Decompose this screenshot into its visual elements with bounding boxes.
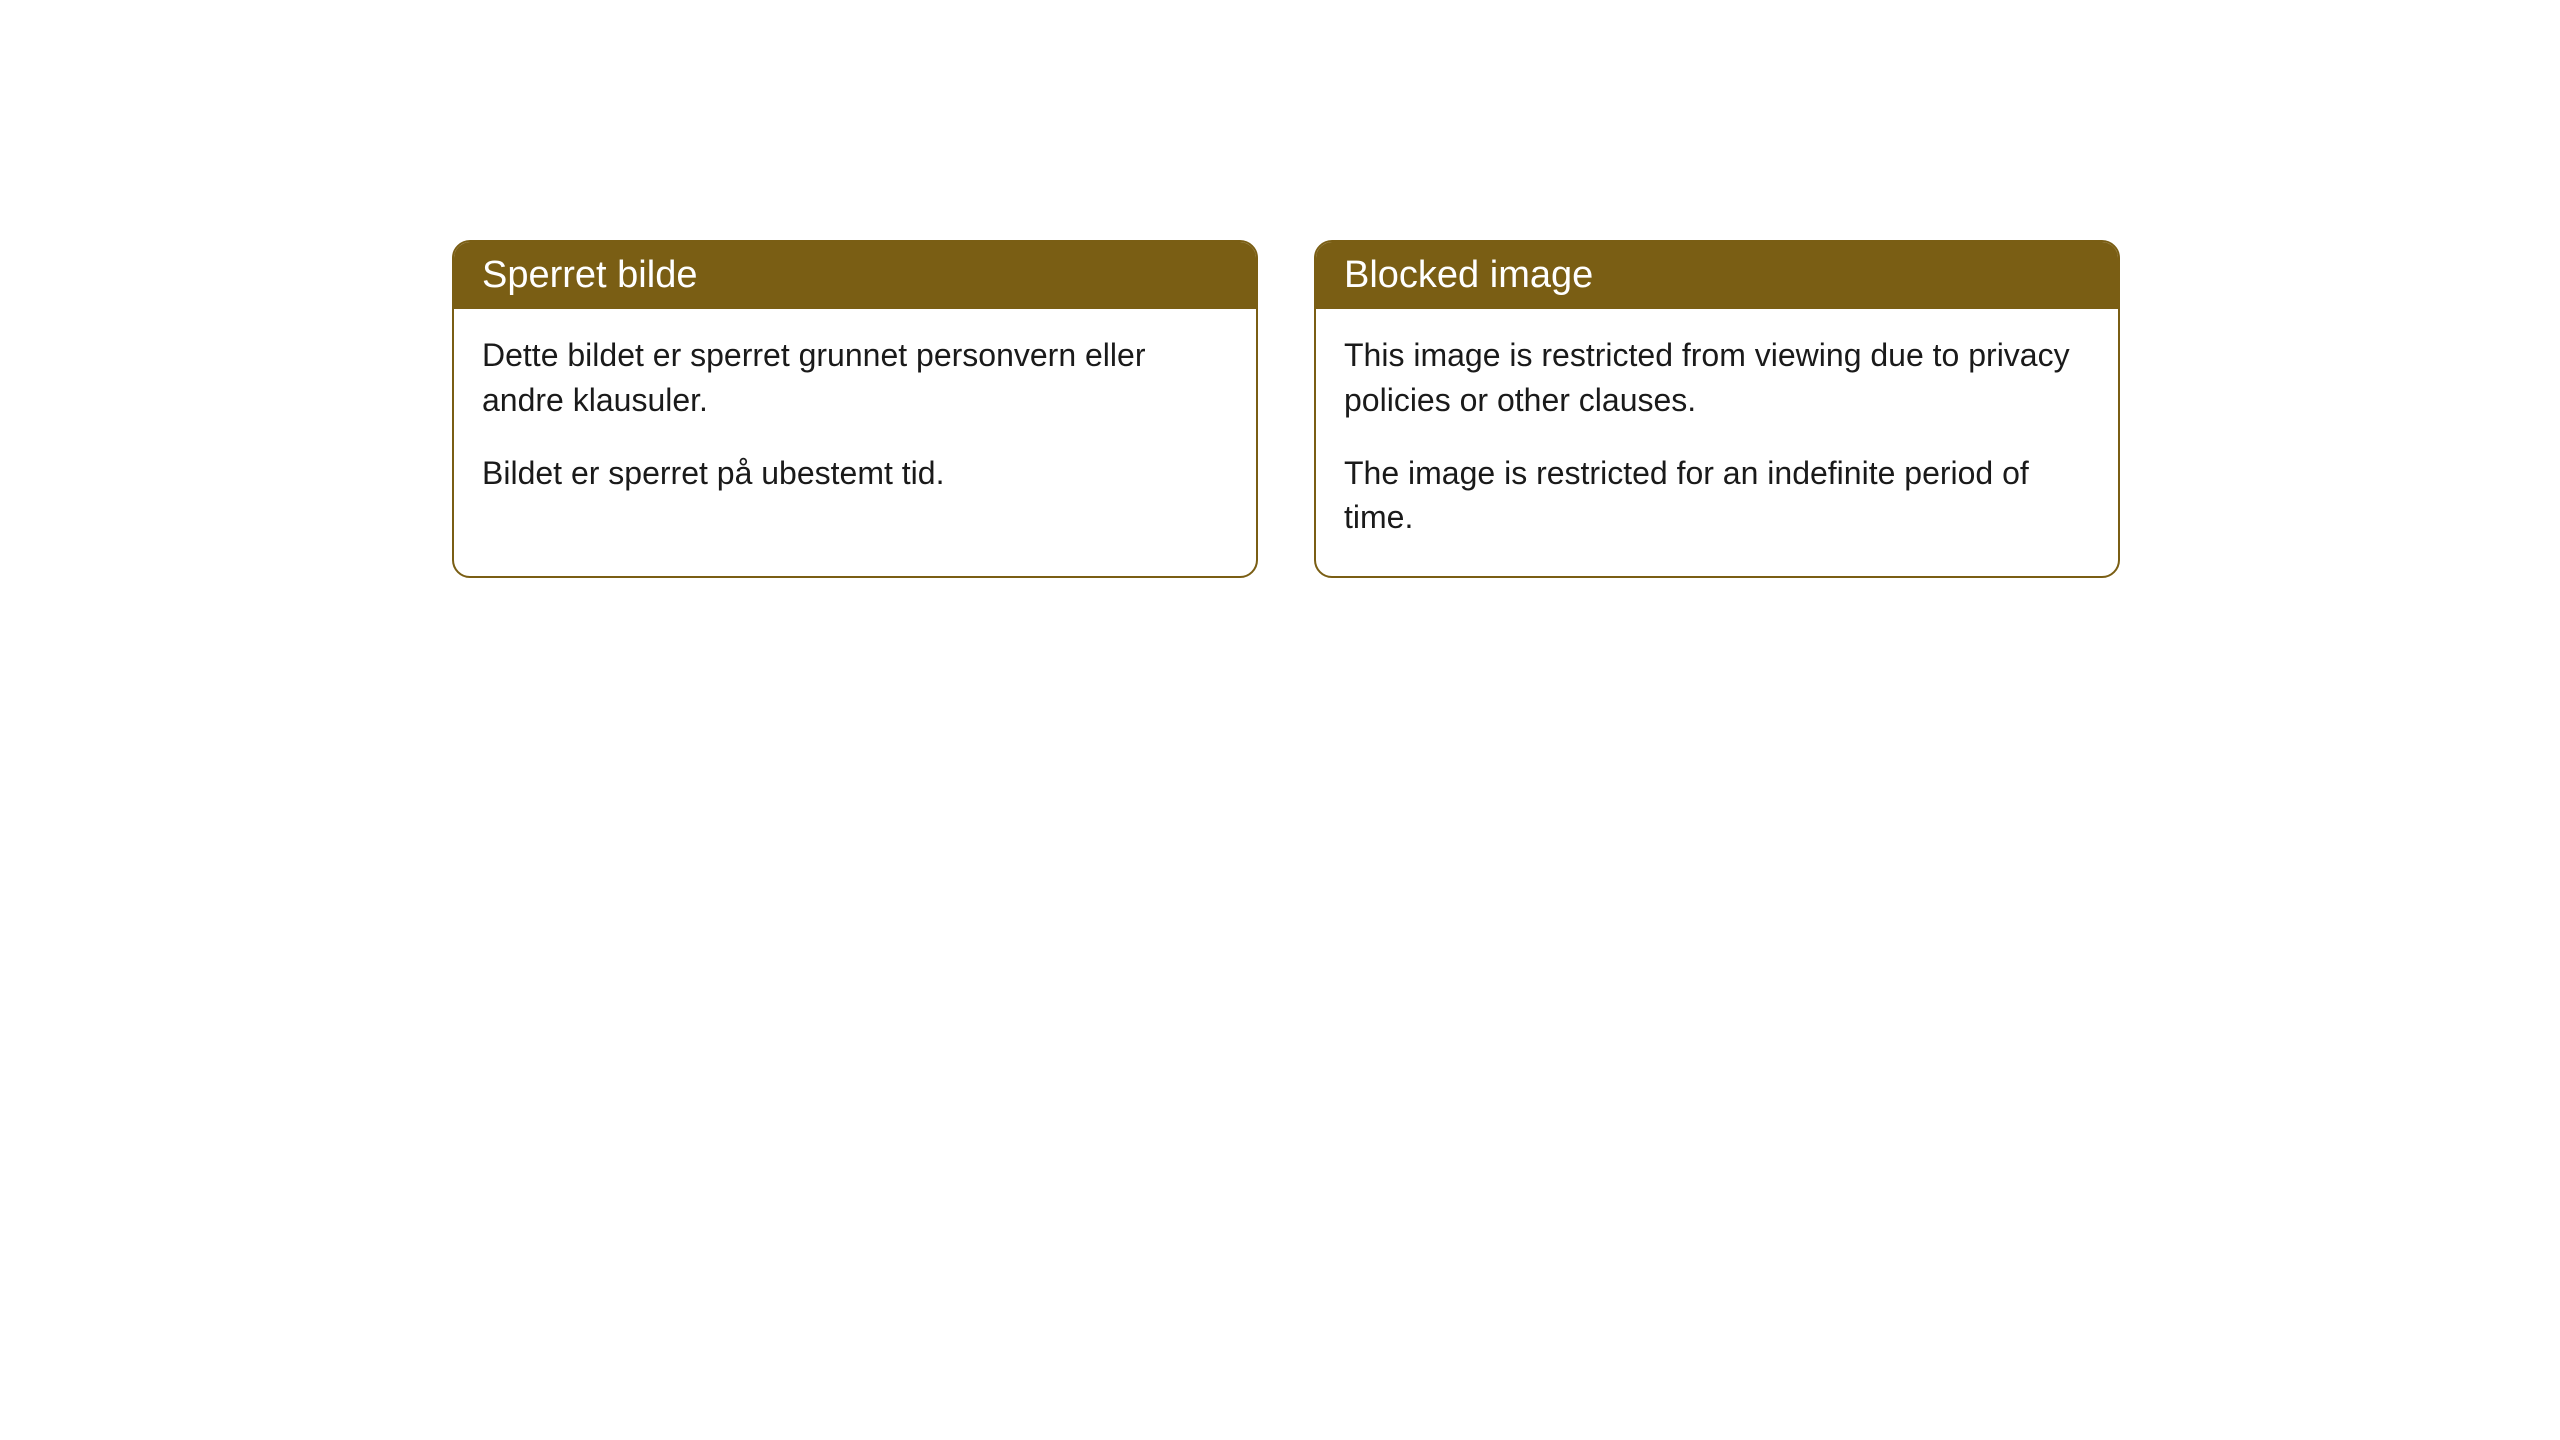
notice-card-english: Blocked image This image is restricted f… <box>1314 240 2120 578</box>
card-paragraph-1-norwegian: Dette bildet er sperret grunnet personve… <box>482 333 1228 423</box>
card-paragraph-2-english: The image is restricted for an indefinit… <box>1344 451 2090 541</box>
card-title-norwegian: Sperret bilde <box>482 254 697 296</box>
card-body-norwegian: Dette bildet er sperret grunnet personve… <box>454 309 1256 531</box>
card-header-norwegian: Sperret bilde <box>454 242 1256 309</box>
card-title-english: Blocked image <box>1344 254 1593 296</box>
notice-cards-container: Sperret bilde Dette bildet er sperret gr… <box>452 240 2120 578</box>
notice-card-norwegian: Sperret bilde Dette bildet er sperret gr… <box>452 240 1258 578</box>
card-paragraph-1-english: This image is restricted from viewing du… <box>1344 333 2090 423</box>
card-body-english: This image is restricted from viewing du… <box>1316 309 2118 576</box>
card-paragraph-2-norwegian: Bildet er sperret på ubestemt tid. <box>482 451 1228 496</box>
card-header-english: Blocked image <box>1316 242 2118 309</box>
